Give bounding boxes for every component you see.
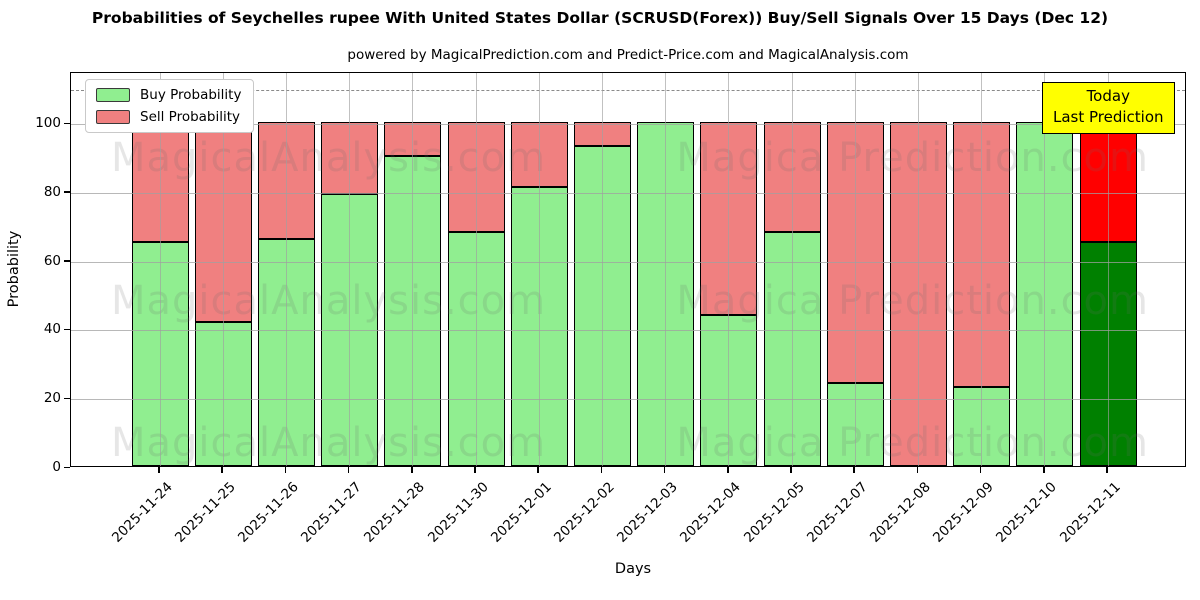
x-tick bbox=[853, 467, 855, 473]
y-tick bbox=[64, 397, 70, 400]
grid-layer bbox=[71, 73, 1185, 466]
y-axis-label: Probability bbox=[6, 230, 22, 308]
x-tick-label: 2025-11-26 bbox=[234, 479, 302, 546]
x-tick bbox=[727, 467, 729, 473]
gridline-vertical bbox=[1107, 73, 1109, 466]
legend-label: Buy Probability bbox=[140, 87, 242, 103]
gridline-vertical bbox=[222, 73, 224, 466]
x-tick bbox=[600, 467, 603, 473]
gridline-vertical bbox=[1044, 73, 1046, 466]
gridline-vertical bbox=[917, 73, 919, 466]
x-tick-label: 2025-12-11 bbox=[1056, 479, 1124, 546]
gridline-vertical bbox=[159, 73, 161, 466]
gridline-vertical bbox=[665, 73, 667, 466]
x-tick bbox=[663, 467, 666, 473]
x-tick-label: 2025-11-27 bbox=[298, 479, 365, 546]
watermark-row: MagicalAnalysis.com Magica Prediction.co… bbox=[111, 420, 1149, 466]
gridline-horizontal bbox=[71, 330, 1185, 332]
legend-item-buy: Buy Probability bbox=[96, 87, 241, 103]
annotation-line1: Today bbox=[1086, 87, 1130, 105]
gridline-horizontal bbox=[71, 124, 1185, 125]
y-tick bbox=[64, 122, 70, 124]
gridline-vertical bbox=[981, 73, 983, 466]
y-tick-label: 80 bbox=[43, 183, 61, 200]
gridline-horizontal bbox=[71, 399, 1185, 401]
gridline-vertical bbox=[791, 73, 793, 466]
x-axis-label: Days bbox=[614, 561, 652, 577]
y-tick bbox=[64, 466, 70, 468]
x-tick-label: 2025-12-08 bbox=[866, 479, 934, 546]
x-tick bbox=[537, 467, 539, 473]
chart-title: Probabilities of Seychelles rupee With U… bbox=[91, 9, 1109, 27]
x-tick bbox=[474, 467, 476, 473]
legend-label: Sell Probability bbox=[140, 109, 241, 125]
watermark-layer: MagicalAnalysis.com Magica Prediction.co… bbox=[71, 73, 1185, 466]
watermark-text: MagicalAnalysis.com bbox=[111, 135, 547, 181]
x-tick-label: 2025-12-09 bbox=[930, 479, 997, 546]
legend-item-sell: Sell Probability bbox=[96, 109, 241, 125]
x-tick-label: 2025-12-07 bbox=[803, 479, 871, 546]
x-tick-label: 2025-11-25 bbox=[171, 479, 239, 546]
today-annotation: Today Last Prediction bbox=[1042, 82, 1175, 134]
watermark-text: MagicalAnalysis.com bbox=[111, 420, 547, 466]
x-tick bbox=[411, 467, 413, 473]
x-tick bbox=[1043, 467, 1045, 473]
gridline-horizontal bbox=[71, 192, 1185, 194]
gridline-vertical bbox=[538, 73, 540, 466]
y-tick bbox=[64, 260, 70, 262]
dashed-threshold-line bbox=[71, 89, 1185, 91]
y-tick bbox=[64, 328, 70, 331]
x-tick bbox=[284, 467, 287, 473]
watermark-row: MagicalAnalysis.com Magica Prediction.co… bbox=[111, 278, 1149, 324]
x-tick-label: 2025-12-04 bbox=[677, 479, 745, 546]
gridline-vertical bbox=[854, 73, 856, 466]
watermark-text: Magica Prediction.com bbox=[676, 420, 1149, 466]
plot-area: MagicalAnalysis.com Magica Prediction.co… bbox=[70, 72, 1186, 467]
x-tick-label: 2025-11-30 bbox=[424, 479, 492, 546]
watermark-text: MagicalAnalysis.com bbox=[111, 278, 547, 324]
x-tick-label: 2025-12-05 bbox=[740, 479, 808, 546]
x-tick-label: 2025-12-10 bbox=[993, 479, 1061, 546]
chart-subtitle: powered by MagicalPrediction.com and Pre… bbox=[347, 47, 909, 63]
y-tick-label: 0 bbox=[52, 459, 61, 475]
gridline-vertical bbox=[475, 73, 477, 466]
x-tick bbox=[221, 467, 223, 473]
gridline-vertical bbox=[601, 73, 603, 466]
y-tick-label: 60 bbox=[43, 252, 61, 269]
annotation-line2: Last Prediction bbox=[1053, 108, 1164, 127]
watermark-row: MagicalAnalysis.com Magica Prediction.co… bbox=[111, 135, 1149, 181]
x-tick-label: 2025-12-03 bbox=[614, 479, 681, 546]
gridline-vertical bbox=[285, 73, 287, 466]
x-tick-label: 2025-11-28 bbox=[361, 479, 429, 546]
legend: Buy Probability Sell Probability bbox=[85, 79, 255, 133]
x-tick-label: 2025-11-24 bbox=[108, 479, 176, 546]
x-tick bbox=[347, 467, 350, 473]
gridline-horizontal bbox=[71, 261, 1185, 263]
x-tick bbox=[1106, 467, 1108, 473]
x-tick-label: 2025-12-02 bbox=[550, 479, 618, 546]
y-tick bbox=[64, 191, 70, 193]
watermark-text: Magica Prediction.com bbox=[676, 135, 1149, 181]
watermark-text: Magica Prediction.com bbox=[676, 278, 1149, 324]
y-tick-label: 40 bbox=[43, 321, 61, 338]
x-tick-label: 2025-12-01 bbox=[487, 479, 555, 546]
y-tick-label: 100 bbox=[35, 115, 61, 131]
gridline-vertical bbox=[728, 73, 730, 466]
x-tick bbox=[790, 467, 792, 473]
gridline-vertical bbox=[412, 73, 414, 466]
x-tick bbox=[158, 467, 160, 473]
x-tick bbox=[916, 467, 919, 473]
y-tick-label: 20 bbox=[43, 390, 61, 407]
x-tick bbox=[979, 467, 982, 473]
sell-swatch-icon bbox=[96, 110, 130, 124]
buy-swatch-icon bbox=[96, 88, 130, 102]
gridline-vertical bbox=[349, 73, 351, 466]
